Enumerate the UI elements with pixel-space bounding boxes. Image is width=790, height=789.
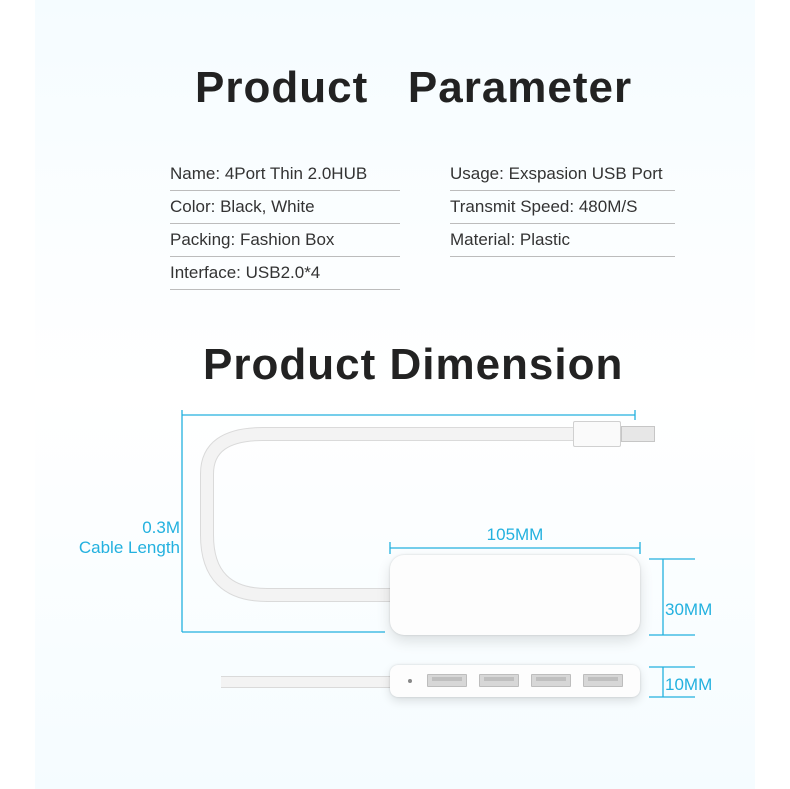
usb-port-icon [479, 674, 519, 687]
led-indicator [408, 679, 412, 683]
usb-port-icon [427, 674, 467, 687]
hub-top-view [390, 555, 640, 635]
front-cable-stub [221, 676, 391, 688]
usb-port-icon [583, 674, 623, 687]
usb-plug-body [573, 421, 621, 447]
usb-plug-tip [621, 426, 655, 442]
infographic-page: Product Parameter Name: 4Port Thin 2.0HU… [35, 0, 755, 789]
usb-port-icon [531, 674, 571, 687]
